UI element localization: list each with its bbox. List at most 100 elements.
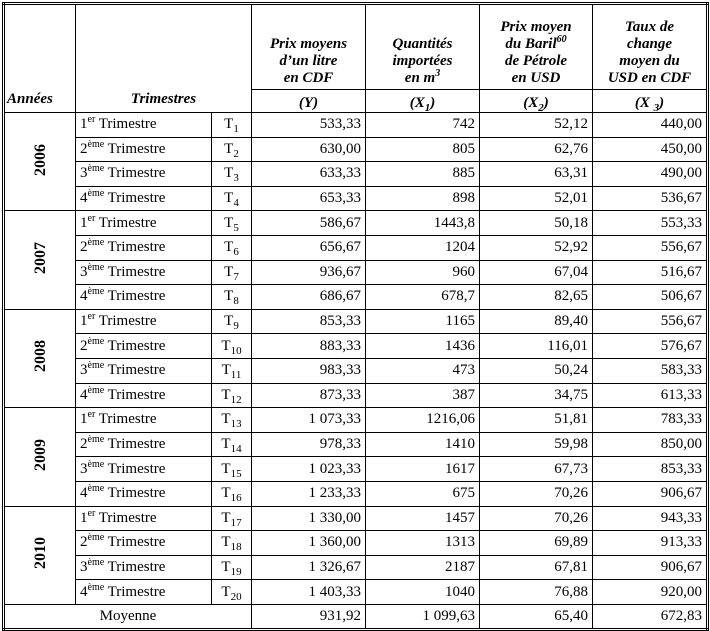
subscript: 18 <box>230 541 242 554</box>
text: 1 <box>80 214 88 231</box>
text: 4 <box>80 386 88 403</box>
header-line: en m3 <box>370 69 475 87</box>
value-cell: 2187 <box>365 554 480 581</box>
text: 2 <box>80 436 88 453</box>
text: (X <box>523 95 539 111</box>
subscript: 10 <box>230 344 242 357</box>
year: 2007 <box>31 242 49 275</box>
quarter-cell: 4ème Trimestre <box>75 185 212 212</box>
superscript: 60 <box>556 34 567 45</box>
text: Trimestre <box>104 436 166 453</box>
value-cell: 630,00 <box>251 136 366 163</box>
value-cell: 1313 <box>365 530 480 556</box>
data-row: 2010 1er Trimestre T17 1 330,00 1457 70,26 943… <box>3 505 708 605</box>
value-cell: 906,67 <box>592 480 708 507</box>
column-symbol: (Y) <box>251 89 366 113</box>
years-header: Années <box>3 3 76 113</box>
header-line: en CDF <box>256 70 361 87</box>
header-row: Années Trimestres Prix moyens d’un litre en … <box>3 3 708 113</box>
value-cell: 633,33 <box>251 161 366 187</box>
quarter-cell: 3ème Trimestre <box>75 554 212 581</box>
quarter-cell: 4ème Trimestre <box>75 579 212 605</box>
header-line: de Pétrole <box>484 53 588 70</box>
value-cell: 576,67 <box>592 333 708 359</box>
code-cell: T8 <box>211 284 252 310</box>
superscript: ème <box>87 581 105 593</box>
data-row: 2ème Trimestre T10 883,33 1436 116,01 576,67 <box>4 333 708 359</box>
superscript: er <box>87 409 96 421</box>
quarter-cell: 1er Trimestre <box>75 308 212 335</box>
text: Trimestre <box>95 411 157 428</box>
value-cell: 1204 <box>365 234 480 261</box>
value-cell: 853,33 <box>592 456 708 482</box>
year-cell: 2006 <box>3 111 76 212</box>
subscript: 9 <box>233 320 239 333</box>
quarter-cell: 2ème Trimestre <box>75 530 212 556</box>
text: 1 <box>80 411 88 428</box>
header-line: USD en CDF <box>597 70 702 87</box>
value-cell: 586,67 <box>251 210 366 236</box>
text: (Y) <box>298 95 319 111</box>
data-row: 2007 1er Trimestre T5 586,67 1443,8 50,18 553,… <box>3 210 708 310</box>
value-cell: 783,33 <box>592 407 708 433</box>
subscript: 2 <box>233 147 239 160</box>
value-cell: 1436 <box>365 333 480 359</box>
quarter-cell: 1er Trimestre <box>75 407 212 433</box>
footer-label: Moyenne <box>3 603 252 631</box>
value-cell: 52,01 <box>479 185 593 212</box>
superscript: ème <box>87 138 105 150</box>
subscript: 7 <box>233 270 239 283</box>
value-cell: 1 326,67 <box>251 554 366 581</box>
year-cell: 2009 <box>3 407 76 507</box>
value-cell: 59,98 <box>479 431 593 458</box>
value-cell: 440,00 <box>592 112 708 138</box>
text: Trimestre <box>95 509 157 526</box>
value-cell: 52,12 <box>479 112 593 138</box>
data-row: 2ème Trimestre T6 656,67 1204 52,92 556,67 <box>4 234 708 261</box>
text: Quantités <box>392 36 453 52</box>
text: 1 <box>80 313 88 330</box>
quarter-cell: 4ème Trimestre <box>75 480 212 507</box>
value-cell: 62,76 <box>479 136 593 163</box>
value-cell: 960 <box>365 259 480 286</box>
data-row: 2008 1er Trimestre T9 853,33 1165 89,40 556,67 <box>3 308 708 409</box>
value-cell: 1 330,00 <box>251 505 366 532</box>
text: Trimestre <box>104 362 166 379</box>
text: 3 <box>80 558 88 575</box>
data-row: 2ème Trimestre T2 630,00 805 62,76 450,00 <box>4 136 708 163</box>
quarter-cell: 4ème Trimestre <box>75 284 212 310</box>
text: T <box>221 534 231 551</box>
value-cell: 943,33 <box>592 505 708 532</box>
text: Trimestre <box>104 190 166 207</box>
quarter-cell: 2ème Trimestre <box>75 431 212 458</box>
quarter-cell: 2ème Trimestre <box>75 136 212 163</box>
header-row: (Y) (X1) (X2) (X 3) <box>4 89 708 113</box>
value-cell: 1 360,00 <box>251 530 366 556</box>
text: 4 <box>80 485 88 502</box>
subscript: 13 <box>230 418 242 431</box>
text: Prix moyens <box>269 36 348 52</box>
superscript: ème <box>87 335 105 347</box>
header-line: Quantités <box>370 36 475 53</box>
text: du Baril <box>505 36 557 52</box>
quarter-cell: 2ème Trimestre <box>75 234 212 261</box>
header-line: d’un litre <box>256 53 361 70</box>
value-cell: 678,7 <box>365 284 480 310</box>
superscript: ème <box>87 556 105 568</box>
value-cell: 883,33 <box>251 333 366 359</box>
column-header: Prix moyen du Baril60 de Pétrole en USD <box>479 3 593 90</box>
value-cell: 70,26 <box>479 505 593 532</box>
text: d’un litre <box>279 53 338 69</box>
header-line: Prix moyen <box>484 19 588 36</box>
code-cell: T13 <box>211 407 252 433</box>
column-header: Prix moyens d’un litre en CDF <box>251 3 366 90</box>
text: ) <box>543 95 549 111</box>
header-line: Prix moyens <box>256 36 361 53</box>
column-symbol: (X 3) <box>592 89 708 113</box>
value-cell: 556,67 <box>592 234 708 261</box>
text: T <box>224 116 234 133</box>
value-cell: 1443,8 <box>365 210 480 236</box>
text: ) <box>430 95 436 111</box>
subscript: 1 <box>233 123 239 136</box>
